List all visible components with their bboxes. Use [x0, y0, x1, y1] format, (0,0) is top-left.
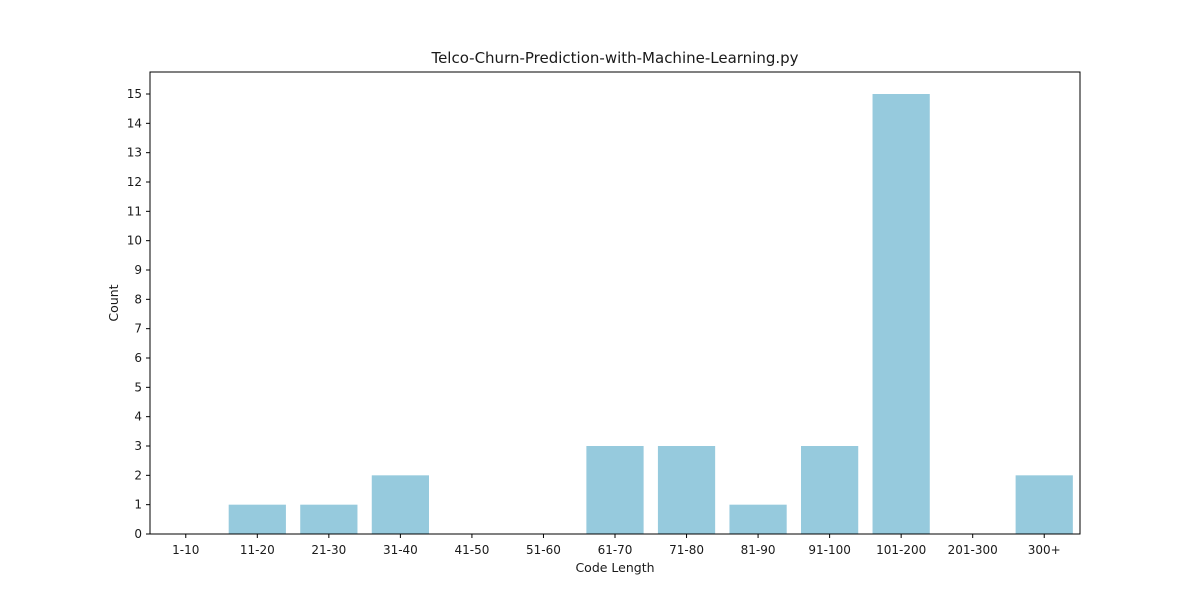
x-tick-label: 51-60: [526, 543, 561, 557]
y-tick-label: 0: [134, 527, 142, 541]
y-tick-label: 1: [134, 498, 142, 512]
y-tick-label: 8: [134, 292, 142, 306]
x-tick-label: 21-30: [311, 543, 346, 557]
bar-11-20: [228, 504, 286, 534]
y-tick-label: 12: [127, 175, 142, 189]
plot-area: [228, 94, 1073, 534]
bar-91-100: [801, 446, 859, 534]
bar-31-40: [371, 475, 429, 534]
x-tick-label: 101-200: [876, 543, 926, 557]
y-tick-label: 6: [134, 351, 142, 365]
y-tick-label: 15: [127, 87, 142, 101]
y-tick-label: 13: [127, 146, 142, 160]
x-tick-label: 300+: [1028, 543, 1061, 557]
y-tick-label: 2: [134, 468, 142, 482]
y-tick-label: 9: [134, 263, 142, 277]
x-axis-label: Code Length: [575, 560, 654, 575]
y-tick-label: 10: [127, 234, 142, 248]
bar-71-80: [657, 446, 716, 534]
y-tick-label: 7: [134, 322, 142, 336]
bar-81-90: [729, 504, 787, 534]
y-tick-label: 5: [134, 380, 142, 394]
x-tick-label: 71-80: [669, 543, 704, 557]
y-tick-label: 3: [134, 439, 142, 453]
x-tick-label: 1-10: [172, 543, 199, 557]
x-tick-label: 81-90: [741, 543, 776, 557]
x-tick-label: 11-20: [240, 543, 275, 557]
bar-61-70: [586, 446, 644, 534]
x-tick-label: 91-100: [808, 543, 851, 557]
y-tick-label: 4: [134, 410, 142, 424]
bar-21-30: [300, 504, 358, 534]
x-axis: 1-10 11-20 21-30 31-40 41-50 51-60 61-70 71-80 8…: [172, 534, 1061, 557]
y-tick-label: 14: [127, 116, 142, 130]
x-tick-label: 201-300: [948, 543, 998, 557]
x-tick-label: 31-40: [383, 543, 418, 557]
y-tick-label: 11: [127, 204, 142, 218]
x-tick-label: 41-50: [454, 543, 489, 557]
bar-101-200: [872, 94, 930, 534]
y-axis-label: Count: [106, 284, 121, 321]
x-tick-label: 61-70: [598, 543, 633, 557]
chart-title: Telco-Churn-Prediction-with-Machine-Lear…: [430, 49, 798, 67]
bar-300+: [1015, 475, 1073, 534]
